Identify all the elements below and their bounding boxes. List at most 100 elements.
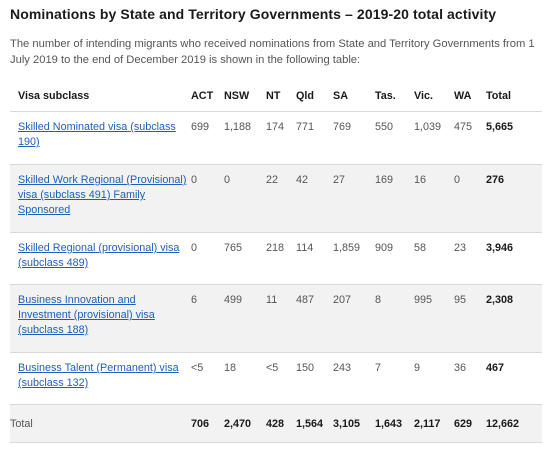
value-wa: 95	[454, 294, 467, 306]
visa-link-132[interactable]: Business Talent (Permanent) visa (subcla…	[18, 362, 179, 389]
value-sa: 207	[333, 294, 352, 306]
value-cell: 475	[454, 111, 486, 165]
value-qld: 42	[296, 174, 309, 186]
value-wa: 475	[454, 121, 473, 133]
visa-cell: Skilled Nominated visa (subclass 190)	[10, 111, 191, 165]
value-tas: 550	[375, 121, 394, 133]
value-qld: 771	[296, 121, 315, 133]
visa-link-491[interactable]: Skilled Work Regional (Provisional) visa…	[18, 174, 187, 216]
visa-cell: Skilled Regional (provisional) visa (sub…	[10, 232, 191, 285]
value-cell: 0	[191, 232, 224, 285]
total-nsw: 2,470	[224, 404, 266, 443]
value-vic: 9	[414, 362, 421, 374]
total-cell: 276	[486, 164, 542, 233]
page-title: Nominations by State and Territory Gover…	[10, 6, 497, 22]
total-wa: 629	[454, 404, 486, 443]
total-cell: 3,946	[486, 232, 542, 285]
nominations-table: Visa subclass ACT NSW NT Qld SA Tas. Vic…	[10, 81, 542, 443]
value-cell: 699	[191, 111, 224, 165]
value-cell: 58	[414, 232, 454, 285]
visa-cell: Skilled Work Regional (Provisional) visa…	[10, 164, 191, 233]
value-act: <5	[191, 362, 204, 374]
value-cell: 1,039	[414, 111, 454, 165]
value-tas: 7	[375, 362, 382, 374]
value-act: 699	[191, 121, 210, 133]
visa-cell: Business Innovation and Investment (prov…	[10, 284, 191, 353]
value-cell: 0	[224, 164, 266, 233]
total-tas: 1,643	[375, 404, 414, 443]
table-row: Skilled Regional (provisional) visa (sub…	[10, 232, 542, 285]
total-cell: 5,665	[486, 111, 542, 165]
value-vic: 16	[414, 174, 427, 186]
value-cell: 6	[191, 284, 224, 353]
value-vic: 58	[414, 242, 427, 254]
header-nsw: NSW	[224, 81, 266, 112]
value-cell: 550	[375, 111, 414, 165]
value-qld: 487	[296, 294, 315, 306]
value-cell: 18	[224, 352, 266, 405]
value-cell: 487	[296, 284, 333, 353]
header-vic: Vic.	[414, 81, 454, 112]
visa-link-489[interactable]: Skilled Regional (provisional) visa (sub…	[18, 242, 180, 269]
value-nsw: 0	[224, 174, 231, 186]
value-total: 467	[486, 362, 505, 374]
value-nsw: 765	[224, 242, 243, 254]
header-total: Total	[486, 81, 542, 112]
value-cell: 174	[266, 111, 296, 165]
visa-link-188[interactable]: Business Innovation and Investment (prov…	[18, 294, 155, 336]
total-nt: 428	[266, 404, 296, 443]
value-cell: 1,859	[333, 232, 375, 285]
total-label: Total	[10, 404, 191, 443]
value-cell: 36	[454, 352, 486, 405]
value-vic: 1,039	[414, 121, 442, 133]
value-nt: 218	[266, 242, 285, 254]
value-cell: 499	[224, 284, 266, 353]
value-cell: 909	[375, 232, 414, 285]
value-cell: 218	[266, 232, 296, 285]
value-cell: <5	[266, 352, 296, 405]
table-row: Skilled Nominated visa (subclass 190) 69…	[10, 111, 542, 165]
value-nt: <5	[266, 362, 279, 374]
intro-paragraph: The number of intending migrants who rec…	[10, 38, 535, 66]
value-cell: 9	[414, 352, 454, 405]
value-total: 3,946	[486, 242, 514, 254]
value-nt: 174	[266, 121, 285, 133]
value-sa: 769	[333, 121, 352, 133]
value-cell: 7	[375, 352, 414, 405]
header-tas: Tas.	[375, 81, 414, 112]
value-act: 0	[191, 242, 198, 254]
value-cell: 0	[191, 164, 224, 233]
value-cell: 16	[414, 164, 454, 233]
value-cell: 995	[414, 284, 454, 353]
value-sa: 27	[333, 174, 346, 186]
value-wa: 0	[454, 174, 461, 186]
value-act: 0	[191, 174, 198, 186]
value-cell: <5	[191, 352, 224, 405]
value-total: 276	[486, 174, 505, 186]
table-row: Skilled Work Regional (Provisional) visa…	[10, 164, 542, 233]
value-cell: 150	[296, 352, 333, 405]
value-nsw: 1,188	[224, 121, 252, 133]
header-nt: NT	[266, 81, 296, 112]
table-row: Business Talent (Permanent) visa (subcla…	[10, 352, 542, 405]
total-qld: 1,564	[296, 404, 333, 443]
visa-cell: Business Talent (Permanent) visa (subcla…	[10, 352, 191, 405]
total-row: Total 706 2,470 428 1,564 3,105 1,643 2,…	[10, 404, 542, 443]
value-nt: 22	[266, 174, 279, 186]
value-tas: 169	[375, 174, 394, 186]
value-sa: 243	[333, 362, 352, 374]
value-cell: 23	[454, 232, 486, 285]
total-vic: 2,117	[414, 404, 454, 443]
header-sa: SA	[333, 81, 375, 112]
value-cell: 771	[296, 111, 333, 165]
value-cell: 8	[375, 284, 414, 353]
value-qld: 114	[296, 242, 314, 254]
value-sa: 1,859	[333, 242, 361, 254]
visa-link-190[interactable]: Skilled Nominated visa (subclass 190)	[18, 121, 176, 148]
value-cell: 1,188	[224, 111, 266, 165]
value-cell: 42	[296, 164, 333, 233]
value-vic: 995	[414, 294, 433, 306]
table-row: Business Innovation and Investment (prov…	[10, 284, 542, 353]
value-cell: 207	[333, 284, 375, 353]
